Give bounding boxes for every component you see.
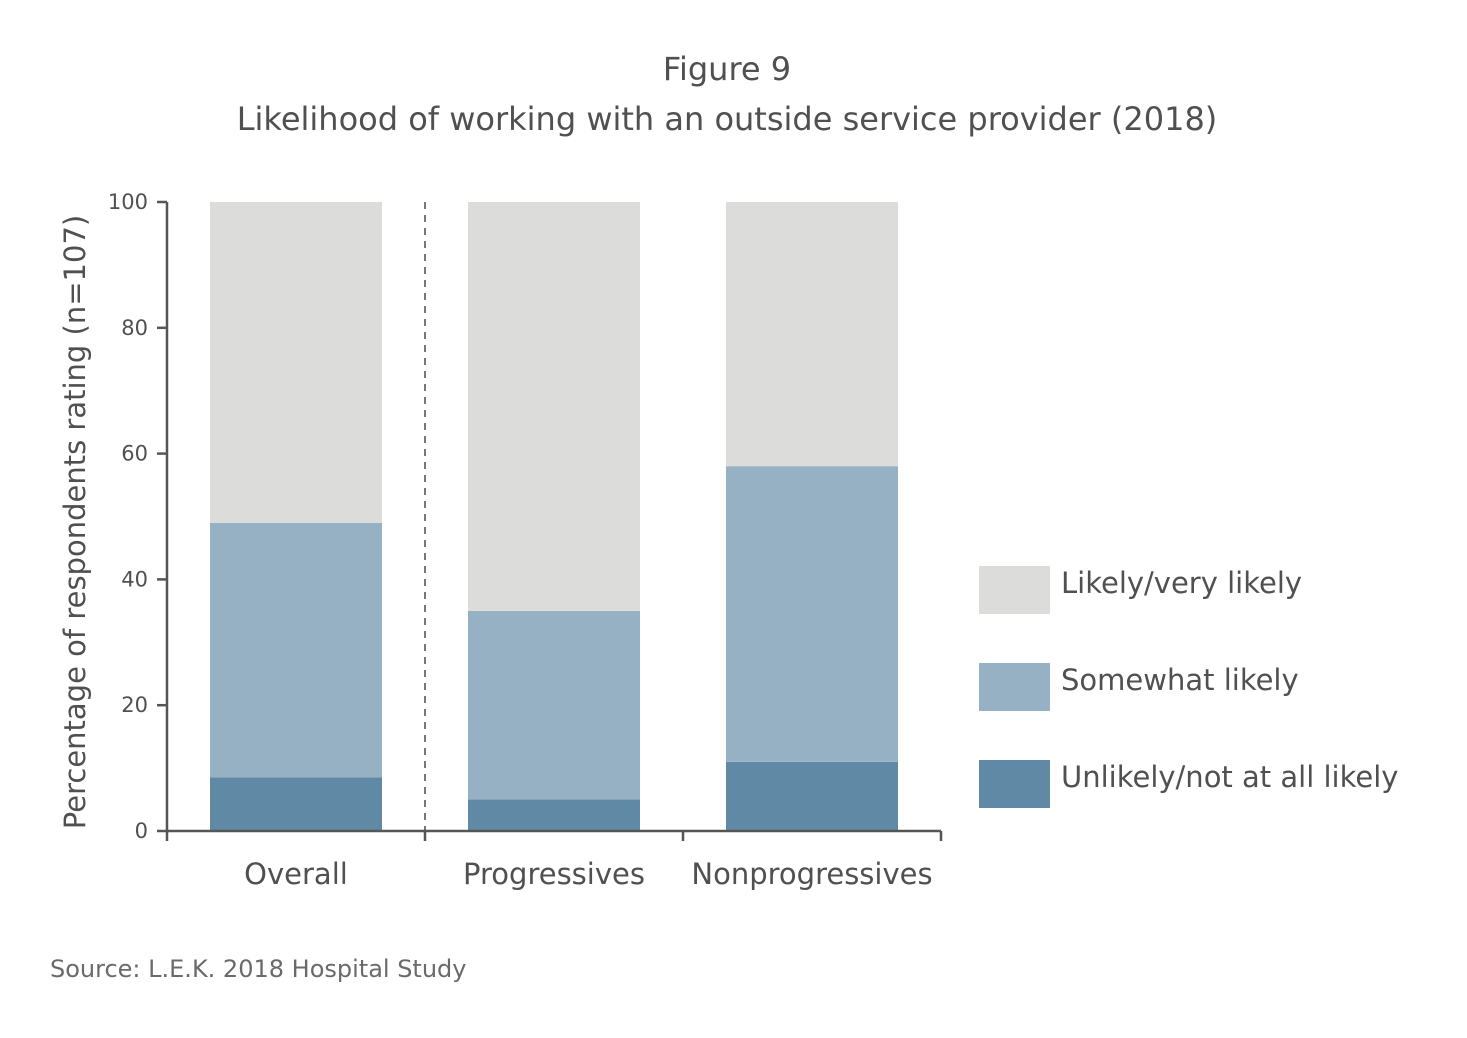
- legend-label-somewhat-likely: Somewhat likely: [1061, 663, 1299, 697]
- bar-nonprogressives-somewhat-likely: [726, 466, 898, 762]
- bar-progressives-somewhat-likely: [468, 610, 640, 800]
- legend: Likely/very likely Somewhat likely Unlikel…: [979, 566, 1398, 808]
- y-tick-label-40: 40: [121, 567, 148, 591]
- bar-nonprogressives-unlikely-not-at-all-likely: [726, 761, 898, 831]
- legend-swatch-likely-very-likely: [979, 566, 1050, 614]
- bar-progressives-likely-very-likely: [468, 202, 640, 611]
- y-tick-label-0: 0: [135, 819, 148, 843]
- x-tick-label-progressives: Progressives: [463, 857, 645, 891]
- x-tick-label-nonprogressives: Nonprogressives: [691, 857, 932, 891]
- bar-overall-likely-very-likely: [210, 202, 382, 523]
- bar-nonprogressives-likely-very-likely: [726, 202, 898, 467]
- bar-overall-somewhat-likely: [210, 522, 382, 778]
- legend-swatch-somewhat-likely: [979, 663, 1050, 711]
- source-note: Source: L.E.K. 2018 Hospital Study: [50, 955, 466, 983]
- x-tick-label-overall: Overall: [244, 857, 348, 891]
- legend-label-likely-very-likely: Likely/very likely: [1061, 566, 1302, 600]
- bar-progressives-unlikely-not-at-all-likely: [468, 799, 640, 831]
- y-tick-label-80: 80: [121, 316, 148, 340]
- bar-overall-unlikely-not-at-all-likely: [210, 777, 382, 831]
- legend-label-unlikely-not-at-all-likely: Unlikely/not at all likely: [1061, 760, 1398, 794]
- legend-swatch-unlikely-not-at-all-likely: [979, 760, 1050, 808]
- y-tick-label-20: 20: [121, 693, 148, 717]
- figure-label: Figure 9: [663, 50, 791, 88]
- plot-area: Overall Progressives Nonprogressives 0 20 40 6…: [108, 190, 943, 891]
- chart-title: Likelihood of working with an outside se…: [237, 100, 1218, 138]
- y-tick-label-100: 100: [108, 190, 148, 214]
- y-axis-label: Percentage of respondents rating (n=107): [58, 215, 92, 829]
- y-tick-label-60: 60: [121, 442, 148, 466]
